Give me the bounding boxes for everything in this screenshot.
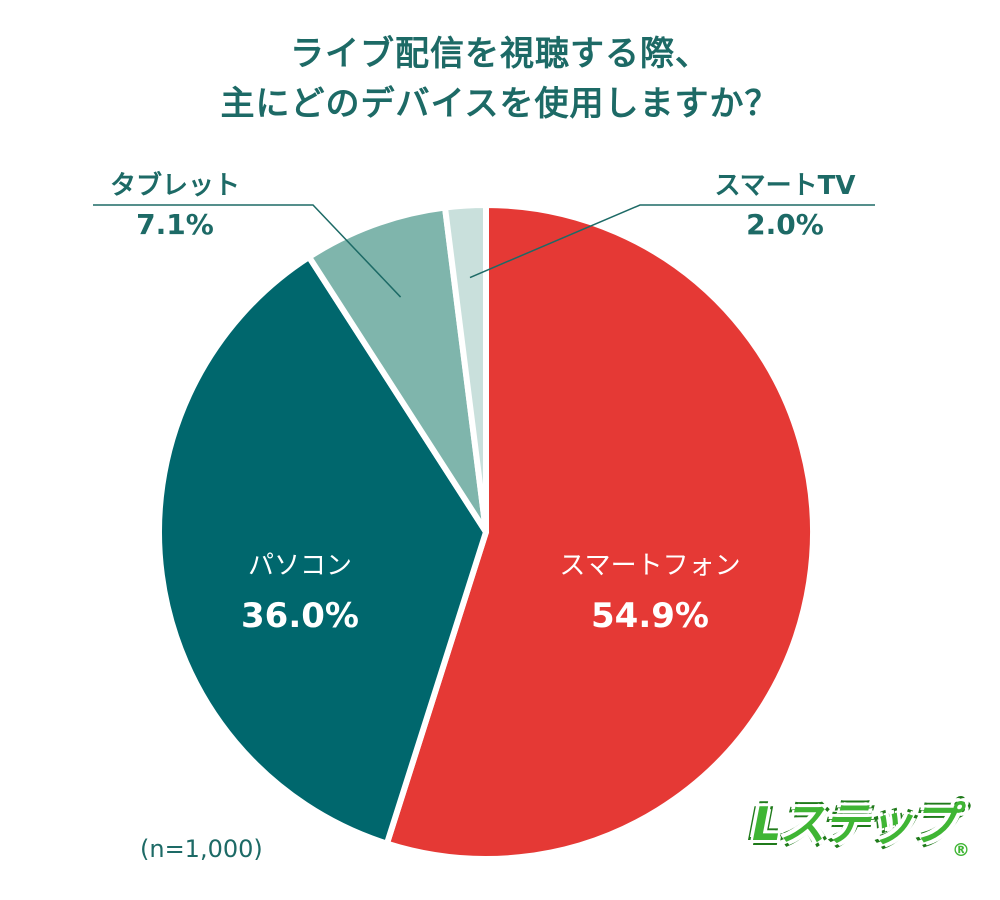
tablet-name: タブレット — [109, 171, 240, 201]
registered-mark: ® — [952, 840, 970, 861]
smartphone-name: スマートフォン — [559, 551, 741, 581]
chart-title-line-2: 主にどのデバイスを使用しますか？ — [220, 84, 780, 124]
lstep-logo-text: Lステップ — [752, 797, 957, 851]
pc-name: パソコン — [247, 551, 352, 581]
pc-percent: 36.0% — [241, 596, 359, 636]
smart-tv-leader-line — [469, 204, 875, 279]
lstep-logo: Lステップ ® — [752, 788, 972, 878]
smartphone-label: スマートフォン 54.9% — [530, 545, 770, 636]
tablet-percent: 7.1% — [136, 208, 214, 241]
pie-slice-smart-tv — [442, 202, 489, 535]
smart-tv-name: スマートTV — [714, 171, 856, 201]
chart-title-line-1: ライブ配信を視聴する際、 — [290, 34, 710, 74]
pc-label: パソコン 36.0% — [200, 545, 400, 636]
tablet-leader-line — [93, 204, 402, 298]
sample-size-note: (n=1,000) — [140, 835, 263, 863]
pie-slice-tablet — [306, 204, 489, 535]
smartphone-percent: 54.9% — [591, 596, 709, 636]
pie-slice-pc — [156, 254, 489, 847]
smart-tv-percent: 2.0% — [746, 208, 824, 241]
pie-slice-smartphone — [383, 202, 816, 862]
smart-tv-label: スマートTV 2.0% — [690, 165, 880, 241]
tablet-label: タブレット 7.1% — [90, 165, 260, 241]
